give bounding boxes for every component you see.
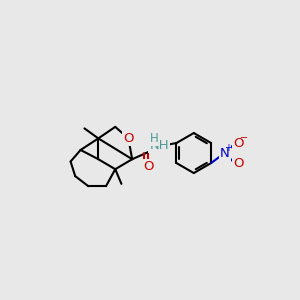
Text: O: O (143, 160, 154, 173)
Text: +: + (224, 143, 232, 153)
Text: O: O (233, 157, 244, 169)
Text: NH: NH (149, 139, 169, 152)
Text: N: N (220, 146, 230, 160)
Text: O: O (233, 137, 244, 150)
Text: −: − (240, 134, 248, 143)
Text: H: H (150, 132, 159, 145)
Text: O: O (123, 132, 134, 145)
